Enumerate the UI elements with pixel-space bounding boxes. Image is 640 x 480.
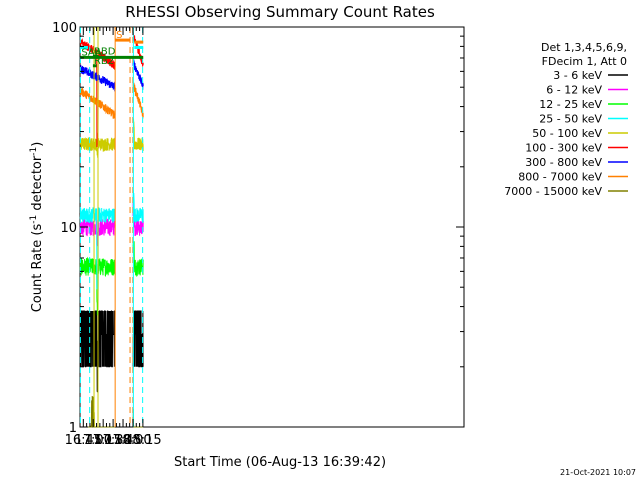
axes-layer: 1 10 100 16:4517:0017:1517:3017:4518:0018:1… [52, 21, 464, 448]
chart-title: RHESSI Observing Summary Count Rates [125, 3, 435, 21]
flag-label-0: S [116, 30, 122, 41]
timestamp: 21-Oct-2021 10:07 [560, 468, 636, 477]
y-tick-label-1: 10 [60, 221, 77, 236]
legend-label-4: 50 - 100 keV [532, 127, 602, 140]
series-6-trace-1 [132, 58, 144, 91]
x-tick-label-3: 17:30 [94, 433, 131, 448]
y-label-sup1: -1 [29, 215, 39, 224]
series-0-trace-1 [132, 310, 144, 368]
legend-label-1: 6 - 12 keV [546, 84, 602, 97]
series-2-trace-1 [132, 241, 144, 277]
legend-label-0: 3 - 6 keV [553, 69, 602, 82]
y-label-mid: detector [30, 155, 45, 215]
x-tick-label-1: 17:00 [75, 433, 112, 448]
legend-label-5: 100 - 300 keV [525, 142, 602, 155]
y-axis-label: Count Rate (s-1 detector-1) [29, 142, 45, 313]
series-7-trace-1 [132, 80, 144, 119]
x-tick-label-0: 16:45 [65, 433, 102, 448]
series-3-trace-1 [132, 190, 144, 223]
flag-label-4: SAA [81, 47, 102, 58]
y-label-main: Count Rate (s [30, 224, 45, 313]
legend-label-8: 7000 - 15000 keV [504, 185, 602, 198]
flag-label-6: RB2 [94, 56, 114, 67]
x-axis-label: Start Time (06-Aug-13 16:39:42) [174, 455, 386, 470]
series-8-trace-1 [132, 408, 144, 428]
y-label-end: ) [30, 142, 45, 147]
flag-label-5: RBD [94, 46, 116, 57]
x-tick-label-6: 18:15 [124, 433, 161, 448]
x-tick-label-2: 17:15 [84, 433, 121, 448]
legend-label-2: 12 - 25 keV [539, 98, 602, 111]
legend: Det 1,3,4,5,6,9, FDecim 1, Att 0 3 - 6 k… [504, 41, 628, 198]
y-tick-label-2: 100 [52, 21, 77, 36]
legend-label-3: 25 - 50 keV [539, 113, 602, 126]
y-label-sup2: -1 [29, 147, 39, 156]
y-tick-label-0: 1 [69, 421, 77, 436]
legend-header-line1: Det 1,3,4,5,6,9, [541, 41, 627, 54]
series-5-trace-1 [132, 32, 144, 67]
x-tick-label-4: 17:45 [104, 433, 141, 448]
series-1-trace-1 [132, 200, 144, 237]
legend-label-6: 300 - 800 keV [525, 156, 602, 169]
series-4-trace-1 [132, 118, 144, 151]
legend-label-7: 800 - 7000 keV [518, 171, 602, 184]
legend-header-line2: FDecim 1, Att 0 [542, 55, 627, 68]
x-tick-label-5: 18:00 [114, 433, 151, 448]
